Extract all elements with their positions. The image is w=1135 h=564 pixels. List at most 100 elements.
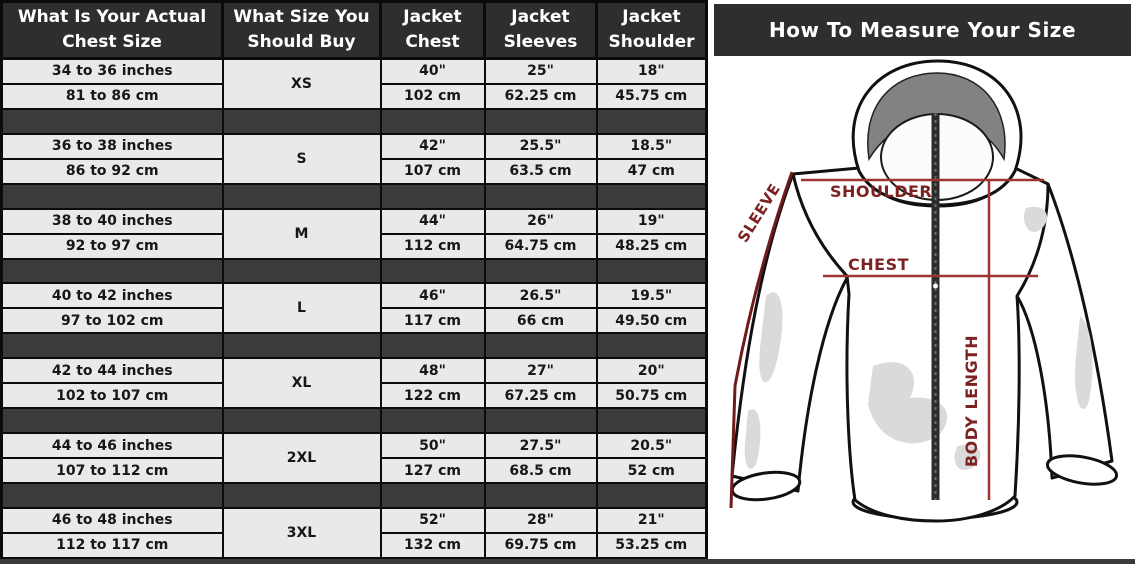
- separator-cell: [483, 257, 598, 285]
- separator-cell: [483, 481, 598, 509]
- actual-chest-cm-cell: 92 to 97 cm: [0, 232, 224, 260]
- jacket-sleeves-cm-cell: 67.25 cm: [483, 382, 598, 410]
- jacket-chest-cm-cell: 107 cm: [379, 157, 486, 185]
- size-table-body: 34 to 36 inches XS 40" 25" 18" 81 to 86 cm 102…: [0, 57, 708, 560]
- jacket-shoulder-cm-cell: 53.25 cm: [595, 531, 708, 560]
- jacket-sleeves-inches-cell: 25": [483, 57, 598, 86]
- jacket-chest-inches-cell: 52": [379, 506, 486, 534]
- separator-cell: [379, 407, 486, 435]
- sleeve-measure-line: [729, 171, 794, 509]
- fabric-shading: [744, 174, 1093, 470]
- separator-row: [0, 407, 708, 435]
- jacket-chest-inches-cell: 48": [379, 357, 486, 385]
- header-cell-size-to-buy: What Size You Should Buy: [221, 0, 382, 60]
- jacket-chest-cm-cell: 102 cm: [379, 82, 486, 110]
- jacket-shoulder-inches-cell: 21": [595, 506, 708, 534]
- size-cell: 2XL: [221, 432, 382, 484]
- actual-chest-cm-cell: 86 to 92 cm: [0, 157, 224, 185]
- actual-chest-cm-cell: 112 to 117 cm: [0, 531, 224, 560]
- separator-cell: [0, 182, 224, 210]
- size-table: What Is Your Actual Chest Size What Size…: [0, 0, 708, 560]
- separator-row: [0, 257, 708, 285]
- jacket-chest-inches-cell: 44": [379, 207, 486, 235]
- jacket-shoulder-cm-cell: 45.75 cm: [595, 82, 708, 110]
- size-row-cm: 81 to 86 cm 102 cm 62.25 cm 45.75 cm: [0, 82, 708, 110]
- separator-cell: [0, 332, 224, 360]
- size-row-cm: 107 to 112 cm 127 cm 68.5 cm 52 cm: [0, 457, 708, 484]
- separator-row: [0, 332, 708, 360]
- separator-row: [0, 182, 708, 210]
- actual-chest-inches-cell: 36 to 38 inches: [0, 132, 224, 160]
- jacket-sleeves-cm-cell: 68.5 cm: [483, 457, 598, 484]
- jacket-chest-cm-cell: 122 cm: [379, 382, 486, 410]
- separator-cell: [379, 107, 486, 135]
- jacket-sleeves-inches-cell: 25.5": [483, 132, 598, 160]
- actual-chest-inches-cell: 42 to 44 inches: [0, 357, 224, 385]
- measure-panel-body: SHOULDER CHEST SLEEVE BODY LENGTH: [708, 56, 1135, 564]
- actual-chest-cm-cell: 107 to 112 cm: [0, 457, 224, 484]
- bottom-border-bar: [0, 559, 1135, 564]
- separator-cell: [221, 182, 382, 210]
- jacket-sleeves-cm-cell: 64.75 cm: [483, 232, 598, 260]
- size-row-cm: 112 to 117 cm 132 cm 69.75 cm 53.25 cm: [0, 531, 708, 560]
- actual-chest-inches-cell: 46 to 48 inches: [0, 506, 224, 534]
- separator-cell: [221, 107, 382, 135]
- separator-row: [0, 481, 708, 509]
- separator-cell: [221, 407, 382, 435]
- separator-cell: [221, 481, 382, 509]
- zipper-pull: [933, 283, 938, 289]
- separator-cell: [595, 107, 708, 135]
- jacket-sleeves-inches-cell: 26.5": [483, 282, 598, 310]
- jacket-chest-cm-cell: 132 cm: [379, 531, 486, 560]
- actual-chest-cm-cell: 97 to 102 cm: [0, 307, 224, 335]
- separator-cell: [379, 182, 486, 210]
- shoulder-label: SHOULDER: [830, 182, 932, 201]
- separator-cell: [0, 257, 224, 285]
- header-cell-jacket-chest: Jacket Chest: [379, 0, 486, 60]
- jacket-shoulder-inches-cell: 18": [595, 57, 708, 86]
- separator-row: [0, 107, 708, 135]
- size-cell: 3XL: [221, 506, 382, 560]
- separator-cell: [0, 407, 224, 435]
- jacket-shoulder-cm-cell: 50.75 cm: [595, 382, 708, 410]
- size-cell: L: [221, 282, 382, 335]
- separator-cell: [595, 257, 708, 285]
- separator-cell: [379, 332, 486, 360]
- jacket-shoulder-cm-cell: 49.50 cm: [595, 307, 708, 335]
- actual-chest-cm-cell: 81 to 86 cm: [0, 82, 224, 110]
- jacket-sleeves-cm-cell: 63.5 cm: [483, 157, 598, 185]
- jacket-chest-inches-cell: 46": [379, 282, 486, 310]
- jacket-shoulder-inches-cell: 20": [595, 357, 708, 385]
- jacket-shoulder-inches-cell: 19": [595, 207, 708, 235]
- jacket-shoulder-inches-cell: 18.5": [595, 132, 708, 160]
- jacket-chest-inches-cell: 40": [379, 57, 486, 86]
- actual-chest-inches-cell: 40 to 42 inches: [0, 282, 224, 310]
- size-cell: XL: [221, 357, 382, 410]
- size-row-inches: 46 to 48 inches 3XL 52" 28" 21": [0, 506, 708, 560]
- separator-cell: [0, 107, 224, 135]
- size-row-cm: 86 to 92 cm 107 cm 63.5 cm 47 cm: [0, 157, 708, 185]
- separator-cell: [595, 481, 708, 509]
- separator-cell: [379, 481, 486, 509]
- separator-cell: [483, 182, 598, 210]
- jacket-chest-inches-cell: 42": [379, 132, 486, 160]
- actual-chest-inches-cell: 34 to 36 inches: [0, 57, 224, 86]
- measure-panel: How To Measure Your Size: [708, 0, 1135, 564]
- separator-cell: [595, 332, 708, 360]
- size-cell: XS: [221, 57, 382, 110]
- separator-cell: [379, 257, 486, 285]
- jacket-chest-cm-cell: 127 cm: [379, 457, 486, 484]
- jacket-sleeves-inches-cell: 27.5": [483, 432, 598, 460]
- jacket-sleeves-cm-cell: 66 cm: [483, 307, 598, 335]
- size-row-inches: 36 to 38 inches S 42" 25.5" 18.5": [0, 132, 708, 185]
- actual-chest-cm-cell: 102 to 107 cm: [0, 382, 224, 410]
- jacket-chest-cm-cell: 112 cm: [379, 232, 486, 260]
- header-row: What Is Your Actual Chest Size What Size…: [0, 0, 708, 60]
- actual-chest-inches-cell: 44 to 46 inches: [0, 432, 224, 460]
- jacket-sleeves-cm-cell: 62.25 cm: [483, 82, 598, 110]
- jacket-shoulder-cm-cell: 47 cm: [595, 157, 708, 185]
- size-row-inches: 44 to 46 inches 2XL 50" 27.5" 20.5": [0, 432, 708, 484]
- jacket-chest-inches-cell: 50": [379, 432, 486, 460]
- jacket-sleeves-inches-cell: 26": [483, 207, 598, 235]
